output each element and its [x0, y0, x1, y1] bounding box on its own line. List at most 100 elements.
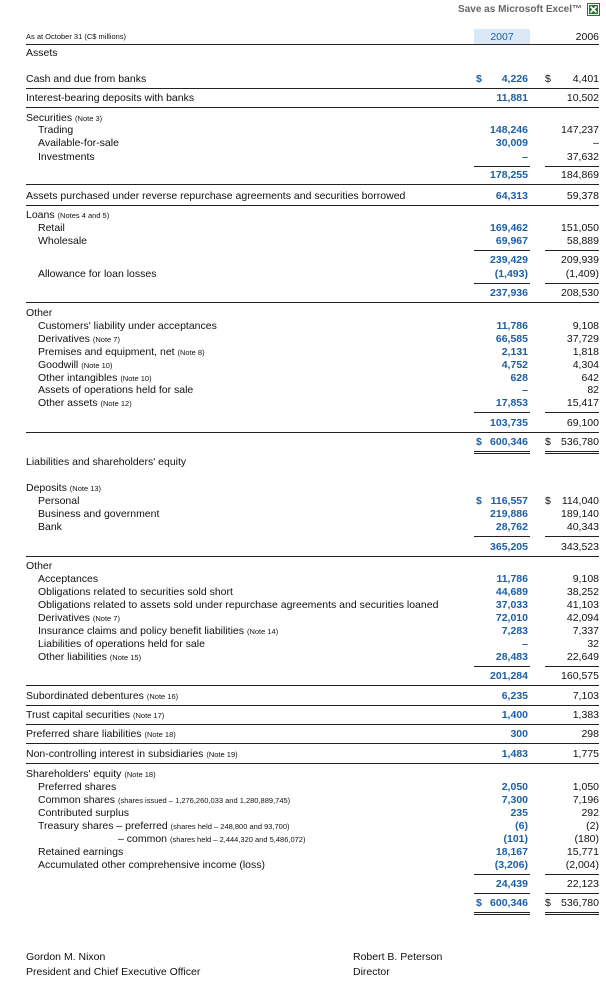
label-text: Preferred shares: [38, 781, 117, 793]
value-2006: (1,409): [565, 268, 599, 280]
value-2007: 37,033: [495, 599, 528, 611]
row-label: Assets of operations held for sale: [38, 384, 193, 396]
row-label: Other liabilities (Note 15): [38, 651, 141, 664]
value-2006: 15,417: [566, 397, 599, 409]
caption: As at October 31 (C$ millions): [26, 32, 127, 41]
col-rule: [545, 874, 599, 875]
note: (Note 14): [246, 627, 279, 636]
signature-name: Robert B. Peterson: [353, 951, 443, 963]
label-text: Assets purchased under reverse repurchas…: [26, 190, 406, 202]
label-text: Loans: [26, 209, 55, 221]
row-label: Loans (Notes 4 and 5): [26, 209, 109, 222]
row-rule: [26, 724, 599, 725]
row-label: Accumulated other comprehensive income (…: [38, 859, 265, 871]
value-2006: 32: [587, 638, 599, 650]
row-label: Obligations related to assets sold under…: [38, 599, 438, 611]
row-label: Premises and equipment, net (Note 8): [38, 346, 205, 359]
label-text: Assets: [26, 47, 58, 59]
value-2006: 189,140: [561, 508, 599, 520]
value-2007: 600,346: [490, 436, 528, 448]
value-2006: 536,780: [561, 436, 599, 448]
value-2007: 11,881: [496, 92, 528, 104]
row-rule: [26, 302, 599, 303]
row-label: Derivatives (Note 7): [38, 333, 120, 346]
value-2007: 628: [510, 372, 528, 384]
value-2007: 116,557: [490, 495, 528, 507]
row-label: Assets: [26, 47, 58, 59]
row-label: Contributed surplus: [38, 807, 129, 819]
col-rule: [474, 912, 530, 913]
currency-2007: $: [476, 73, 482, 85]
col-rule: [545, 914, 599, 915]
label-text: Other assets: [38, 397, 98, 409]
col-rule: [545, 451, 599, 452]
excel-icon[interactable]: [587, 3, 600, 16]
row-label: Available-for-sale: [38, 137, 119, 149]
col-rule: [545, 893, 599, 894]
value-2006: 37,632: [566, 151, 599, 163]
label-text: Acceptances: [38, 573, 99, 585]
value-2006: 22,123: [566, 878, 599, 890]
value-2006: –: [593, 137, 599, 149]
row-label: Bank: [38, 521, 62, 533]
value-2007: 72,010: [495, 612, 528, 624]
value-2007: 300: [510, 728, 528, 740]
row-label: Trading: [38, 124, 73, 136]
label-text: Available-for-sale: [38, 137, 119, 149]
value-2007: (3,206): [494, 859, 528, 871]
label-text: Shareholders' equity: [26, 768, 122, 780]
value-2006: 292: [581, 807, 599, 819]
col-rule: [545, 536, 599, 537]
label-text: Non-controlling interest in subsidiaries: [26, 748, 204, 760]
value-2006: 147,237: [561, 124, 599, 136]
value-2007: 69,967: [495, 235, 528, 247]
value-2007: 178,255: [490, 169, 528, 181]
row-label: Other: [26, 560, 52, 572]
value-2006: 1,050: [572, 781, 599, 793]
label-text: Investments: [38, 151, 95, 163]
value-2007: 24,439: [495, 878, 528, 890]
currency-2006: $: [545, 495, 551, 507]
value-2006: 151,050: [561, 222, 599, 234]
value-2007: 28,762: [495, 521, 528, 533]
label-text: Customers' liability under acceptances: [38, 320, 217, 332]
value-2006: 40,343: [566, 521, 599, 533]
label-text: Derivatives: [38, 612, 90, 624]
col-rule: [545, 283, 599, 284]
value-2007: 28,483: [495, 651, 528, 663]
row-label: – common (shares held – 2,444,320 and 5,…: [118, 833, 305, 846]
value-2007: –: [522, 151, 528, 163]
currency-2006: $: [545, 73, 551, 85]
note: (Note 18): [144, 730, 176, 739]
label-text: Other: [26, 307, 53, 319]
row-label: Acceptances: [38, 573, 98, 585]
col-rule: [474, 166, 530, 167]
row-label: Common shares (shares issued – 1,276,260…: [38, 794, 290, 807]
label-text: Business and government: [38, 508, 160, 520]
value-2006: 7,103: [572, 690, 599, 702]
row-label: Preferred shares: [38, 781, 116, 793]
row-label: Subordinated debentures (Note 16): [26, 690, 178, 703]
col-rule: [474, 283, 530, 284]
value-2007: 237,936: [490, 287, 528, 299]
note: (shares held – 248,800 and 93,700): [170, 822, 290, 831]
row-label: Derivatives (Note 7): [38, 612, 120, 625]
row-rule: [26, 88, 599, 89]
note: (Note 19): [206, 750, 238, 759]
label-text: Other intangibles: [38, 372, 118, 384]
note: (Note 13): [69, 484, 102, 493]
note: (shares held – 2,444,320 and 5,486,072): [169, 835, 306, 844]
currency-2006: $: [545, 436, 551, 448]
row-rule: [26, 107, 599, 108]
value-2006: 184,869: [561, 169, 599, 181]
label-text: Retail: [38, 222, 65, 234]
value-2007: 18,167: [495, 846, 528, 858]
label-text: Wholesale: [38, 235, 88, 247]
row-label: Deposits (Note 13): [26, 482, 101, 495]
row-label: Personal: [38, 495, 79, 507]
label-text: Personal: [38, 495, 80, 507]
label-text: Retained earnings: [38, 846, 124, 858]
label-text: Bank: [38, 521, 62, 533]
excel-link[interactable]: Save as Microsoft Excel™: [458, 4, 582, 15]
label-text: Other liabilities: [38, 651, 107, 663]
